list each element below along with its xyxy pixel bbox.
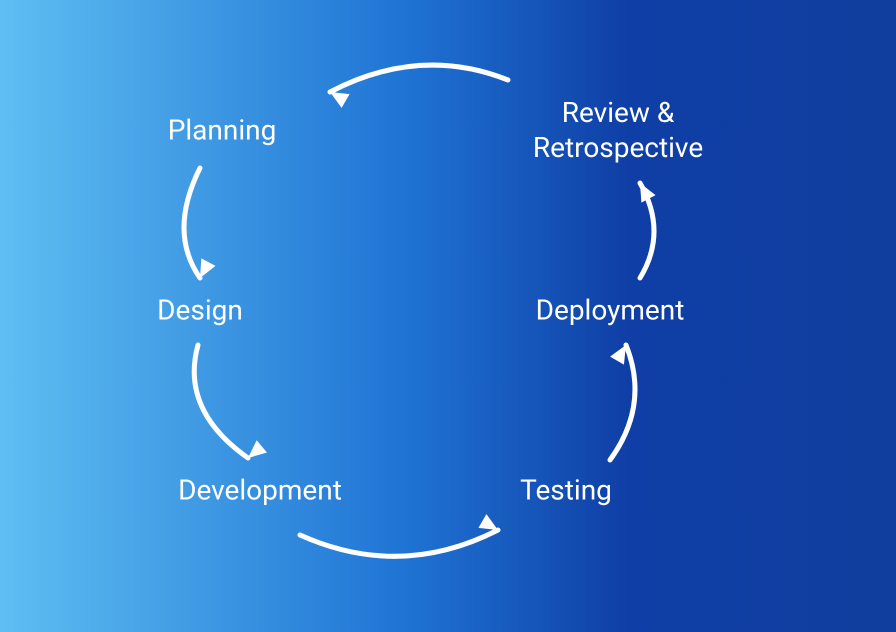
node-development: Development: [178, 473, 342, 508]
node-planning: Planning: [168, 113, 277, 148]
arrows-layer: [0, 0, 896, 632]
node-deployment: Deployment: [536, 293, 685, 328]
node-review: Review & Retrospective: [533, 95, 703, 165]
cycle-diagram: Planning Design Development Testing Depl…: [0, 0, 896, 632]
arrow-planning-to-design: [184, 168, 216, 278]
arrow-deployment-to-review: [640, 183, 656, 278]
node-testing: Testing: [520, 473, 612, 508]
arrow-development-to-testing: [300, 514, 498, 556]
arrow-review-to-planning: [330, 65, 508, 108]
arrow-testing-to-deployment: [610, 345, 635, 460]
node-design: Design: [157, 293, 243, 328]
arrow-design-to-development: [194, 345, 267, 458]
